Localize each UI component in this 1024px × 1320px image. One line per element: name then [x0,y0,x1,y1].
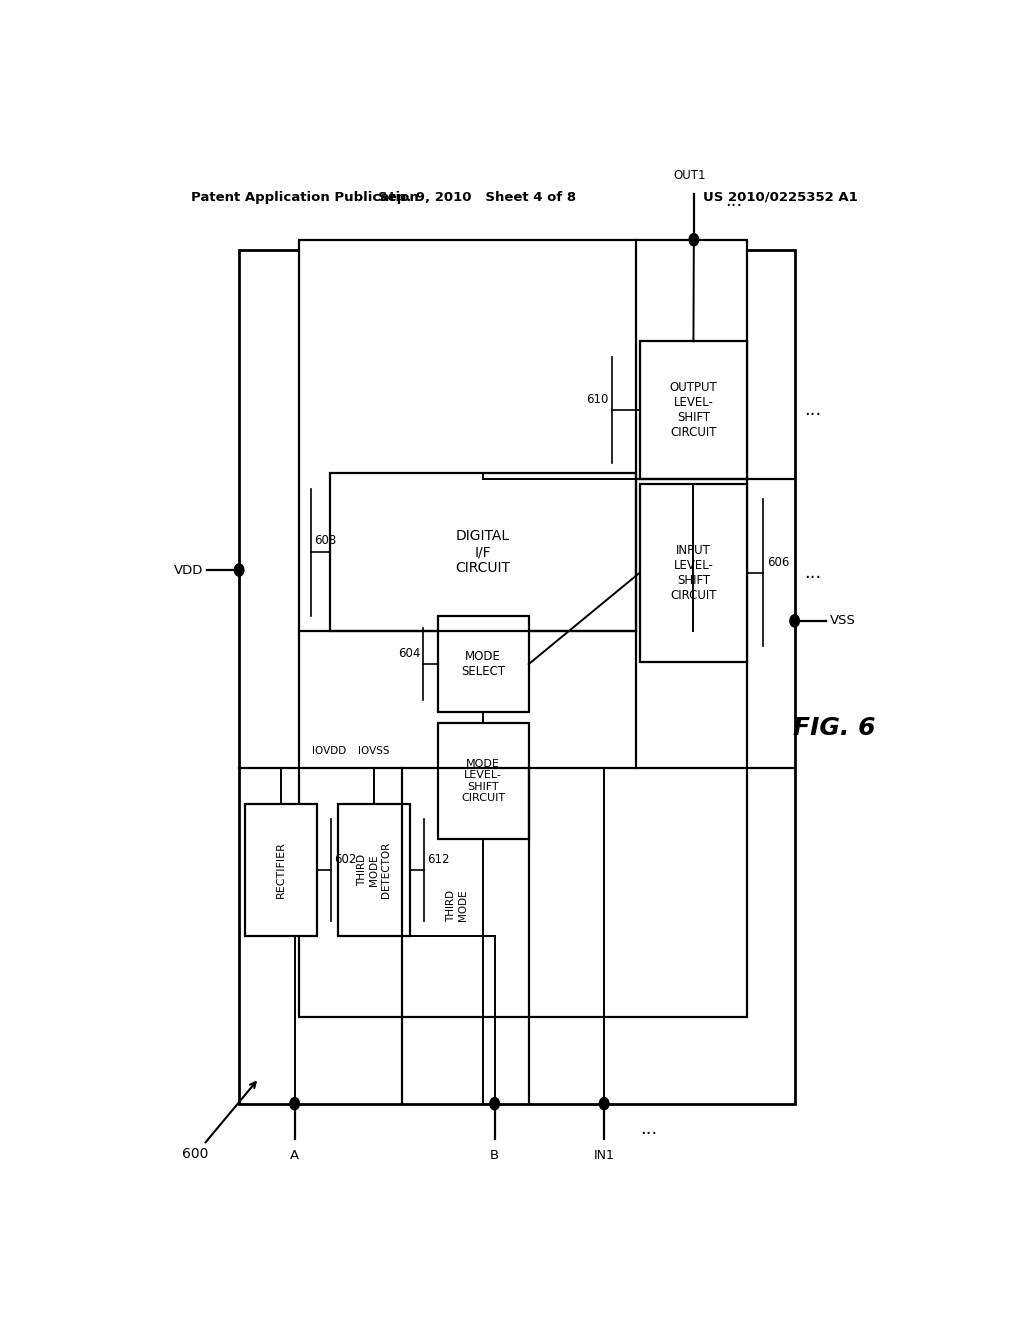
Text: ...: ... [804,564,821,582]
Bar [246,804,316,936]
Text: OUTPUT
LEVEL-
SHIFT
CIRCUIT: OUTPUT LEVEL- SHIFT CIRCUIT [670,381,718,440]
Text: 604: 604 [397,647,420,660]
Bar [640,342,748,479]
Circle shape [290,1097,299,1110]
Bar [240,249,795,1104]
Text: ...: ... [726,193,742,210]
Text: VSS: VSS [830,614,856,627]
Circle shape [790,615,800,627]
Text: FIG. 6: FIG. 6 [793,715,876,739]
Text: US 2010/0225352 A1: US 2010/0225352 A1 [703,190,858,203]
Text: ...: ... [804,401,821,418]
Circle shape [599,1097,609,1110]
Text: IOVSS: IOVSS [358,746,390,756]
Text: 610: 610 [586,393,608,407]
Text: A: A [290,1150,299,1163]
Text: IOVDD: IOVDD [312,746,346,756]
Text: ...: ... [640,1121,657,1138]
Text: RECTIFIER: RECTIFIER [276,841,286,899]
Text: MODE
SELECT: MODE SELECT [461,649,505,678]
Text: INPUT
LEVEL-
SHIFT
CIRCUIT: INPUT LEVEL- SHIFT CIRCUIT [670,544,717,602]
Text: B: B [490,1150,500,1163]
Circle shape [234,564,244,576]
Text: 608: 608 [314,533,337,546]
Text: 612: 612 [427,853,450,866]
Text: 606: 606 [767,556,790,569]
Bar [299,240,748,1018]
Bar [338,804,410,936]
Bar [437,615,528,713]
Text: THIRD
MODE
DETECTOR: THIRD MODE DETECTOR [357,842,390,898]
Bar [437,722,528,840]
Circle shape [689,234,698,246]
Text: Patent Application Publication: Patent Application Publication [191,190,419,203]
Text: 602: 602 [334,853,356,866]
Text: VDD: VDD [174,564,204,577]
Text: MODE
LEVEL-
SHIFT
CIRCUIT: MODE LEVEL- SHIFT CIRCUIT [461,759,505,804]
Text: DIGITAL
I/F
CIRCUIT: DIGITAL I/F CIRCUIT [456,529,511,576]
Text: OUT1: OUT1 [674,169,707,182]
Circle shape [489,1097,500,1110]
Text: THIRD
MODE: THIRD MODE [446,890,468,921]
Bar [640,483,748,661]
Text: Sep. 9, 2010   Sheet 4 of 8: Sep. 9, 2010 Sheet 4 of 8 [378,190,577,203]
Bar [331,474,636,631]
Text: IN1: IN1 [594,1150,614,1163]
Text: 600: 600 [182,1082,256,1162]
